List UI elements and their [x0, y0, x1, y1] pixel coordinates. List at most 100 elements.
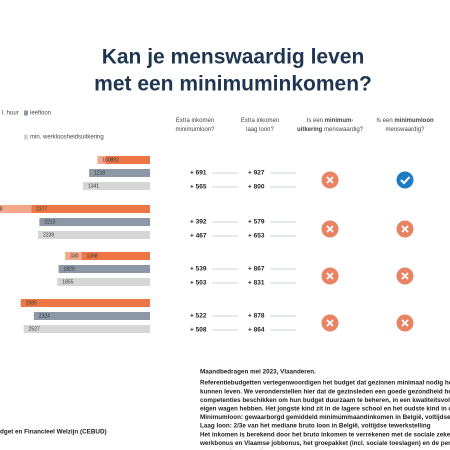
bar-segment [81, 252, 150, 260]
cross-mark [326, 272, 334, 280]
extra-income: + 565 [190, 184, 207, 191]
bar-segment [31, 205, 150, 213]
legend-label: l. huur [2, 111, 19, 117]
column-header-part: menswaardig? [385, 127, 425, 133]
column-header-part: minimum- [325, 118, 354, 124]
extra-income: + 653 [248, 233, 265, 240]
column-header: Is een minimum- [307, 118, 354, 124]
cross-mark [326, 176, 334, 184]
column-header-part: Is een [307, 118, 325, 124]
extra-income: + 867 [248, 266, 265, 273]
cross-icon [396, 220, 414, 238]
column-header-part: Is een [376, 118, 394, 124]
column-header: menswaardig? [385, 127, 425, 133]
bar-label: 1218 [94, 170, 105, 176]
footer-line: Het inkomen is berekend door het bruto i… [200, 431, 450, 438]
extra-income: + 539 [190, 266, 207, 273]
check-mark [400, 176, 411, 185]
footer-heading: Maandbedragen mei 2023, Vlaanderen. [200, 369, 316, 376]
bar-label: 2377 [36, 206, 47, 212]
column-header: Extra inkomen [176, 118, 214, 124]
footer-line: Laag loon: 2/3e van het mediane bruto lo… [200, 423, 431, 430]
bar-segment [65, 252, 82, 260]
legend-label: leefloon [30, 111, 51, 117]
column-header: Is een minimumloon [376, 118, 434, 124]
column-header-part: minimumloon? [175, 127, 215, 133]
footer-line: eigen wagen hebben. Het jongste kind zit… [200, 405, 450, 412]
cross-mark [401, 225, 409, 233]
legend-swatch [24, 110, 28, 116]
bar [23, 325, 150, 333]
extra-income: + 800 [248, 184, 265, 191]
cross-mark [401, 272, 409, 280]
footer-line: competenties beschikken om hun budget du… [200, 397, 450, 404]
bar-label: 1341 [88, 183, 99, 189]
footer-line: werkbonus en Vlaamse jobbonus, het groep… [199, 440, 450, 447]
bar-label: 330 [70, 253, 79, 259]
column-header: Extra inkomen [241, 118, 279, 124]
column-header: uitkering menswaardig? [297, 127, 364, 133]
icon-circle [396, 171, 414, 189]
cross-mark [326, 225, 334, 233]
extra-income: + 392 [190, 219, 207, 226]
column-header-part: Extra inkomen [176, 118, 214, 124]
cross-icon [321, 314, 339, 332]
bar-label: 2585 [26, 300, 37, 306]
bar-segment [97, 156, 106, 164]
bar-segment [105, 156, 150, 164]
bar [33, 312, 150, 320]
cross-mark [401, 319, 409, 327]
legend-label: min. werkloosheidsuitkering [30, 135, 104, 141]
bar-label: 1829 [64, 266, 75, 272]
footer-line: Referentiebudgetten vertegenwoordigen he… [200, 380, 450, 387]
extra-income: + 691 [190, 170, 207, 177]
footer-line: Minimumloon: gewaarborgd gemiddeld minim… [200, 414, 450, 421]
legend-swatch [24, 134, 28, 140]
extra-income: + 927 [248, 170, 265, 177]
cross-icon [321, 220, 339, 238]
column-header-part: menswaardig? [322, 127, 363, 133]
cross-icon [321, 267, 339, 285]
bar-label: 2324 [39, 313, 50, 319]
cross-icon [396, 267, 414, 285]
extra-income: + 878 [248, 313, 265, 320]
column-header-part: minimumloon [394, 118, 434, 124]
background-lines [229, 400, 401, 450]
bar-segment [20, 299, 150, 307]
column-header: minimumloon? [175, 127, 215, 133]
bar-label: 838 [0, 206, 3, 212]
bar-label: 2213 [44, 219, 55, 225]
bar-label: 1855 [62, 279, 73, 285]
column-header-part: laag loon? [246, 127, 274, 133]
extra-income: + 522 [190, 313, 207, 320]
title-line: met een minimuminkomen? [94, 73, 372, 96]
column-header: laag loon? [246, 127, 274, 133]
bar [89, 169, 150, 177]
cross-icon [396, 314, 414, 332]
bar-label: 1368 [87, 253, 98, 259]
extra-income: + 467 [190, 233, 207, 240]
cross-icon [321, 171, 339, 189]
bar [39, 218, 150, 226]
extra-income: + 508 [190, 327, 207, 334]
bar [57, 278, 150, 286]
column-header-part: uitkering [297, 127, 323, 133]
column-header-part: Extra inkomen [241, 118, 279, 124]
bar [38, 231, 150, 239]
extra-income: + 579 [248, 219, 265, 226]
bar-label: 892 [110, 157, 119, 163]
title-line: Kan je menswaardig leven [102, 46, 365, 69]
bar-label: 2527 [29, 326, 40, 332]
bar-label: 160 [102, 157, 111, 163]
extra-income: + 864 [248, 327, 265, 334]
check-icon [396, 171, 414, 189]
footer-line: kunnen leven. We veronderstellen hier da… [200, 388, 450, 395]
bar-segment [0, 205, 32, 213]
extra-income: + 503 [190, 280, 207, 287]
extra-income: + 831 [248, 280, 265, 287]
bar-label: 2239 [43, 232, 54, 238]
cross-mark [326, 319, 334, 327]
footer-source: dget en Financieel Welzijn (CEBUD) [0, 429, 107, 436]
bar [82, 182, 150, 190]
